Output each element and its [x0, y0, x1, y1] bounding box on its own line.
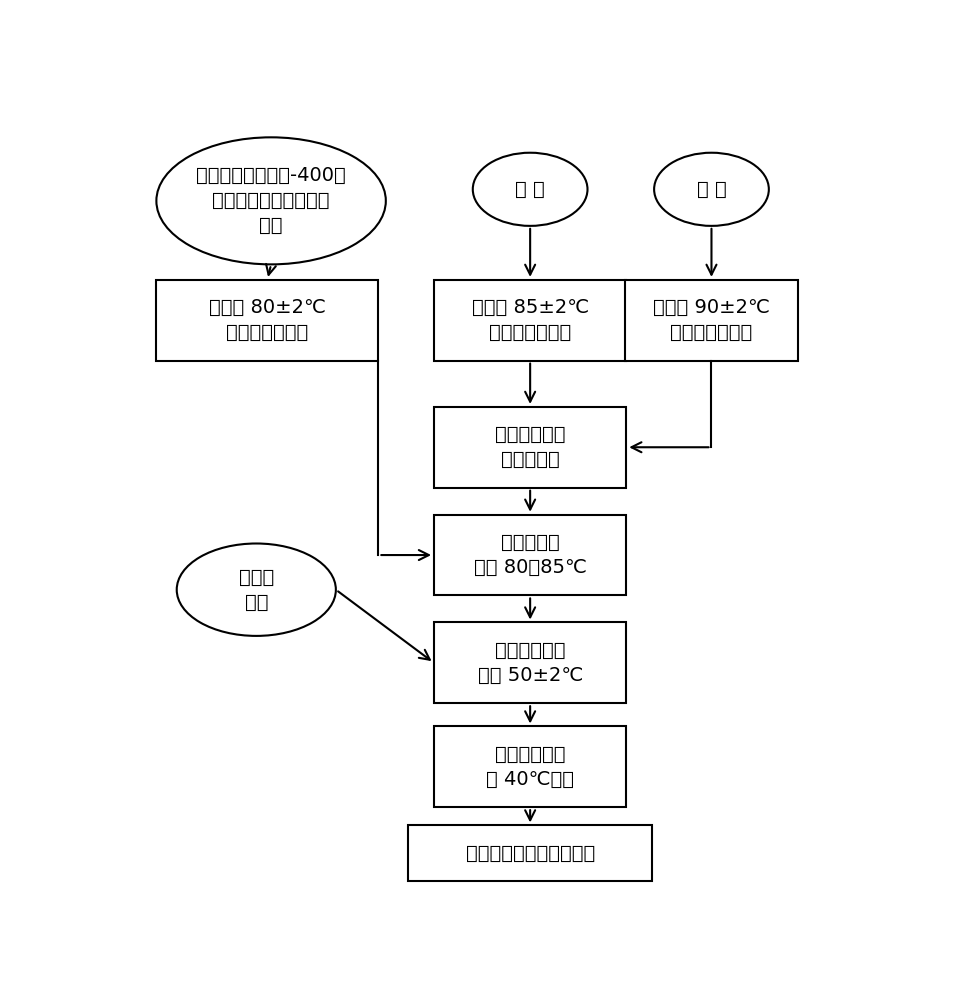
Text: 丙二醇、聚乙二醇-400、
醋酸曲安奈德、硝酸咊
康唠: 丙二醇、聚乙二醇-400、 醋酸曲安奈德、硝酸咊 康唠 [196, 166, 346, 235]
Text: 加热至 90±2℃
后，溶解，备用: 加热至 90±2℃ 后，溶解，备用 [653, 298, 770, 342]
Text: 薰衣草
香精: 薰衣草 香精 [239, 568, 274, 612]
FancyBboxPatch shape [625, 280, 798, 361]
FancyBboxPatch shape [408, 825, 652, 881]
Ellipse shape [654, 153, 769, 226]
FancyBboxPatch shape [157, 280, 378, 361]
Text: 搞匀待温度降
到 40℃以下: 搞匀待温度降 到 40℃以下 [486, 745, 574, 789]
Text: 加热至 80±2℃
后，溶解，备用: 加热至 80±2℃ 后，溶解，备用 [209, 298, 326, 342]
Text: 搞拌，保持
温度 80～85℃: 搞拌，保持 温度 80～85℃ [474, 533, 586, 577]
FancyBboxPatch shape [434, 622, 626, 703]
FancyBboxPatch shape [434, 280, 626, 361]
FancyBboxPatch shape [434, 515, 626, 595]
Text: 搞匀待温度下
降到 50±2℃: 搞匀待温度下 降到 50±2℃ [478, 641, 583, 685]
FancyBboxPatch shape [434, 726, 626, 807]
Text: 油 相: 油 相 [516, 180, 545, 199]
Text: 水 相: 水 相 [696, 180, 727, 199]
Ellipse shape [473, 153, 587, 226]
Ellipse shape [177, 544, 336, 636]
Text: 移入乳化罐、
搞拌、匀质: 移入乳化罐、 搞拌、匀质 [495, 425, 565, 469]
FancyBboxPatch shape [434, 407, 626, 488]
Text: 加热至 85±2℃
后，溶解，备用: 加热至 85±2℃ 后，溶解，备用 [472, 298, 588, 342]
Text: 曲咊新乳膏（待分装品）: 曲咊新乳膏（待分装品） [465, 844, 595, 863]
Ellipse shape [157, 137, 386, 264]
